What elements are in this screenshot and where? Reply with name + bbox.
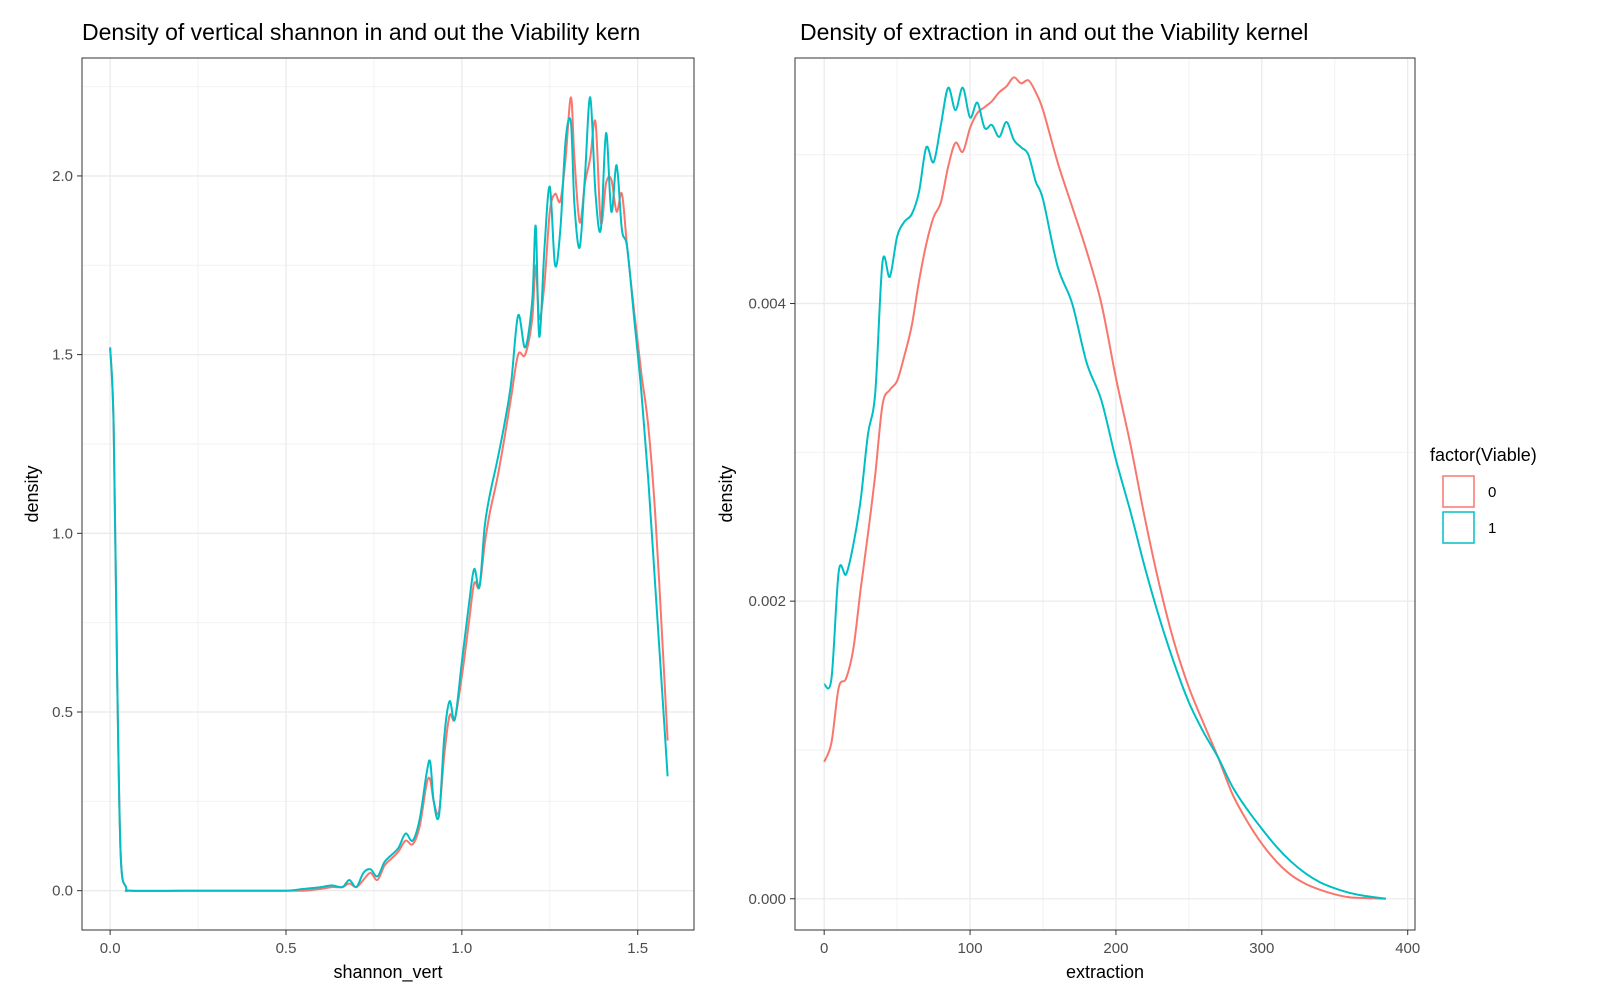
x-tick-label: 400 — [1395, 940, 1420, 957]
x-tick-label: 100 — [958, 940, 983, 957]
density-line-viable-1 — [823, 86, 1386, 900]
x-axis-ticks: 0 100 200 300 400 — [820, 930, 1420, 957]
y-axis-ticks: 0.000 0.002 0.004 — [748, 296, 795, 908]
y-tick-label: 0.004 — [748, 296, 786, 313]
y-tick-label: 1.0 — [52, 525, 73, 542]
legend-item-1: 1 — [1442, 511, 1496, 544]
x-tick-label: 300 — [1249, 940, 1274, 957]
x-tick-label: 1.5 — [627, 940, 648, 957]
y-axis-title: density — [22, 465, 42, 522]
legend: factor(Viable) 0 1 — [1430, 445, 1537, 544]
y-axis-title: density — [716, 465, 736, 522]
series-lines — [823, 76, 1386, 900]
x-tick-label: 200 — [1103, 940, 1128, 957]
x-axis-title: extraction — [1066, 962, 1144, 982]
chart-shannon-vert: Density of vertical shannon in and out t… — [22, 19, 695, 983]
x-tick-label: 0.0 — [100, 940, 121, 957]
series-lines — [109, 96, 669, 892]
x-tick-label: 0 — [820, 940, 828, 957]
x-tick-label: 0.5 — [276, 940, 297, 957]
x-axis-title: shannon_vert — [333, 962, 442, 983]
density-line-viable-1 — [109, 96, 669, 892]
y-tick-label: 0.002 — [748, 593, 786, 610]
chart-title: Density of extraction in and out the Via… — [800, 19, 1308, 45]
chart-title: Density of vertical shannon in and out t… — [82, 19, 640, 45]
plot-panel — [81, 57, 695, 931]
density-line-viable-0 — [823, 76, 1386, 900]
plot-grid — [795, 58, 1415, 930]
chart-extraction: Density of extraction in and out the Via… — [716, 19, 1420, 982]
y-tick-label: 0.0 — [52, 883, 73, 900]
y-tick-label: 0.000 — [748, 891, 786, 908]
legend-item-0: 0 — [1442, 475, 1496, 508]
y-tick-label: 1.5 — [52, 347, 73, 364]
y-tick-label: 0.5 — [52, 704, 73, 721]
legend-label: 0 — [1488, 484, 1496, 501]
x-tick-label: 1.0 — [451, 940, 472, 957]
density-line-viable-0 — [109, 96, 669, 892]
legend-title: factor(Viable) — [1430, 445, 1537, 465]
y-axis-ticks: 0.0 0.5 1.0 1.5 2.0 — [52, 168, 82, 900]
plot-grid — [82, 58, 694, 930]
legend-key-swatch — [1442, 511, 1475, 544]
y-tick-label: 2.0 — [52, 168, 73, 185]
legend-label: 1 — [1488, 520, 1496, 537]
legend-key-swatch — [1442, 475, 1475, 508]
x-axis-ticks: 0.0 0.5 1.0 1.5 — [100, 930, 648, 957]
plot-panel — [794, 57, 1416, 931]
